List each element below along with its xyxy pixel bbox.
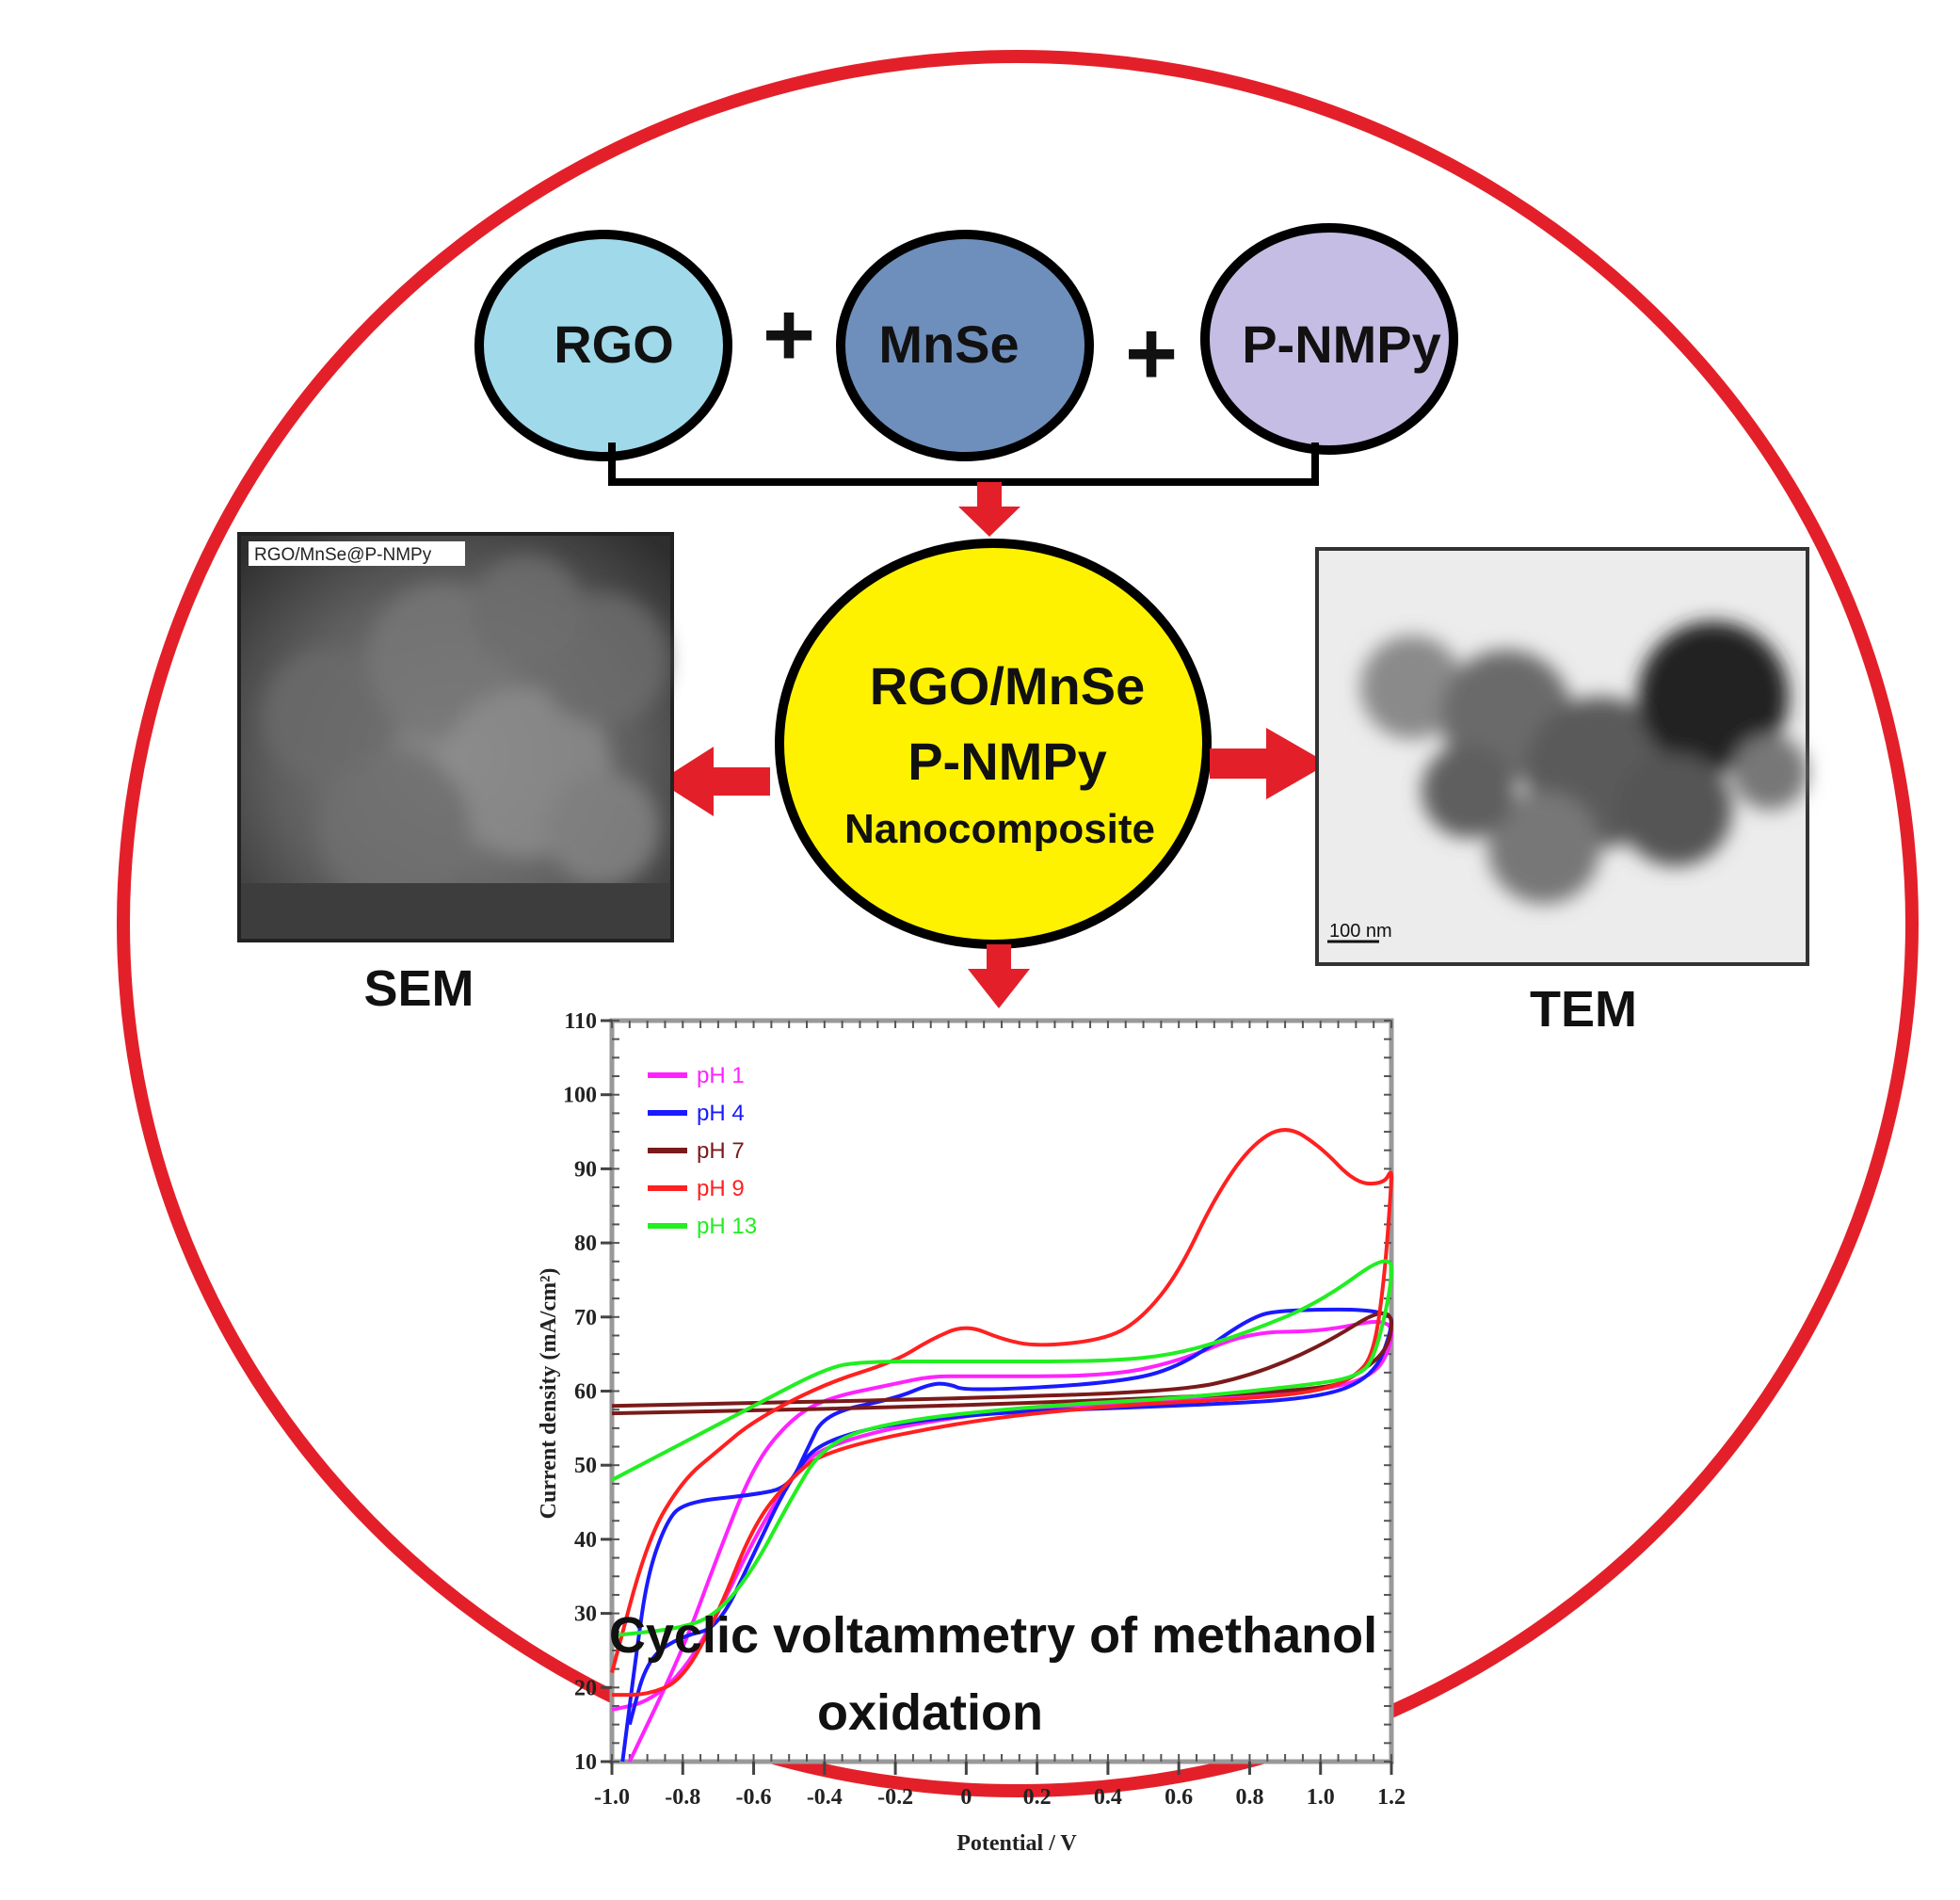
red-frame-circle bbox=[117, 50, 1919, 1797]
component-label: P-NMPy bbox=[1242, 314, 1441, 374]
x-tick-label: 1.0 bbox=[1307, 1785, 1335, 1810]
tem-scale-bar-label: 100 nm bbox=[1329, 921, 1392, 942]
component-rgo: RGO bbox=[474, 230, 732, 461]
legend: pH 1 pH 4 pH 7 pH 9 pH 13 bbox=[648, 1063, 757, 1239]
series-line-ph-4 bbox=[620, 1307, 1393, 1763]
component-pnmpy: P-NMPy bbox=[1200, 223, 1458, 455]
series-line-ph-13 bbox=[611, 1259, 1393, 1638]
cv-chart: -1.0 -0.8 -0.6 -0.4 -0.2 0 0.2 0.4 0.6 0.8 1.0 1.2 1… bbox=[537, 1009, 1406, 1856]
y-axis-label: Current density (mA/cm²) bbox=[537, 1268, 561, 1520]
product-nanocomposite: RGO/MnSe P-NMPy Nanocomposite bbox=[775, 539, 1212, 949]
y-tick-label: 30 bbox=[574, 1602, 597, 1627]
series-line-ph-9 bbox=[610, 1128, 1393, 1698]
arrow-down-icon bbox=[968, 944, 1030, 1008]
y-tick-label: 90 bbox=[574, 1157, 597, 1182]
y-tick-label: 60 bbox=[574, 1380, 597, 1405]
x-tick-label: -1.0 bbox=[594, 1785, 630, 1810]
sem-image-label: RGO/MnSe@P-NMPy bbox=[254, 545, 432, 565]
x-tick-label: 1.2 bbox=[1377, 1785, 1406, 1810]
y-tick-label: 20 bbox=[574, 1676, 597, 1700]
x-tick-label: 0.4 bbox=[1094, 1785, 1122, 1810]
component-label: RGO bbox=[554, 314, 674, 374]
legend-label: pH 7 bbox=[697, 1138, 745, 1164]
y-tick-label: 10 bbox=[574, 1750, 597, 1775]
x-tick-label: -0.8 bbox=[665, 1785, 700, 1810]
tem-caption: TEM bbox=[1530, 981, 1637, 1038]
plus-sign: + bbox=[763, 284, 815, 385]
caption-line1: Cyclic voltammetry of methanol bbox=[609, 1607, 1377, 1664]
plus-sign: + bbox=[1125, 303, 1178, 404]
sem-image: RGO/MnSe@P-NMPy bbox=[237, 532, 674, 942]
y-tick-label: 110 bbox=[564, 1009, 597, 1034]
caption-line2: oxidation bbox=[817, 1684, 1043, 1741]
y-tick-label: 40 bbox=[574, 1528, 597, 1553]
product-line1: RGO/MnSe bbox=[870, 656, 1145, 716]
bracket-connector bbox=[608, 443, 1319, 486]
y-tick-label: 50 bbox=[574, 1454, 597, 1478]
x-axis-label: Potential / V bbox=[956, 1831, 1077, 1856]
x-tick-label: 0.2 bbox=[1023, 1785, 1052, 1810]
product-line3: Nanocomposite bbox=[844, 806, 1155, 852]
tem-image: 100 nm bbox=[1315, 547, 1809, 966]
product-line2: P-NMPy bbox=[908, 732, 1107, 791]
legend-label: pH 9 bbox=[697, 1176, 745, 1201]
y-tick-label: 70 bbox=[574, 1306, 597, 1330]
x-tick-label: -0.6 bbox=[736, 1785, 772, 1810]
x-tick-label: -0.4 bbox=[807, 1785, 843, 1810]
arrow-down-icon bbox=[958, 482, 1020, 537]
legend-label: pH 1 bbox=[697, 1063, 745, 1088]
x-tick-label: 0.6 bbox=[1165, 1785, 1193, 1810]
y-tick-label: 80 bbox=[574, 1232, 597, 1256]
x-tick-label: -0.2 bbox=[877, 1785, 913, 1810]
sem-caption: SEM bbox=[363, 960, 474, 1017]
y-tick-label: 100 bbox=[563, 1084, 597, 1108]
x-tick-label: 0 bbox=[960, 1785, 972, 1810]
x-tick-label: 0.8 bbox=[1235, 1785, 1263, 1810]
component-label: MnSe bbox=[878, 314, 1019, 374]
arrow-left-icon bbox=[659, 747, 770, 816]
legend-label: pH 4 bbox=[697, 1101, 745, 1126]
component-mnse: MnSe bbox=[836, 230, 1094, 461]
legend-label: pH 13 bbox=[697, 1214, 757, 1239]
arrow-right-icon bbox=[1210, 728, 1328, 799]
